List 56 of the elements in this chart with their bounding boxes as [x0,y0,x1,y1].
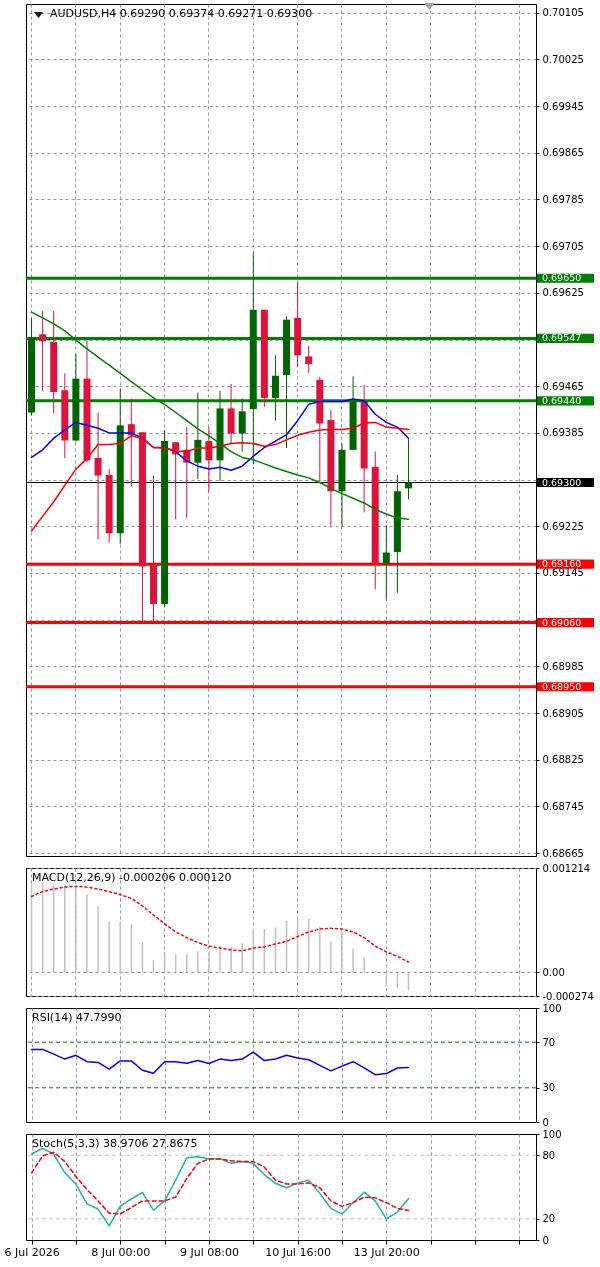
x-tick-label: 10 Jul 16:00 [265,1245,332,1259]
y-tick-label: -0.000274 [542,990,594,1002]
x-tick-label: 8 Jul 00:00 [91,1245,151,1259]
y-tick-label: 0.69945 [542,100,584,112]
y-tick-label: 0.001214 [542,862,591,874]
chart-title: Stoch(5,3,3) 38.9706 27.8675 [32,1137,198,1150]
y-tick-label: 0.69705 [542,240,584,252]
ref-line-label: 0.69650 [542,272,582,284]
chart-title: RSI(14) 47.7990 [32,1011,122,1024]
y-tick-label: 100 [542,1128,562,1140]
ref-line-label: 0.69440 [542,394,582,406]
y-tick-label: 0.68905 [542,707,584,719]
candlestick [382,524,390,600]
y-tick-label: 0.69465 [542,380,584,392]
candlestick [271,354,279,422]
chart-title: AUDUSD,H4 0.69290 0.69374 0.69271 0.69300 [50,7,313,20]
y-tick-label: 0.69625 [542,287,584,299]
y-tick-label: 100 [542,1002,562,1014]
line-series [30,885,410,963]
candlestick [194,392,202,480]
y-tick-label: 0.69785 [542,193,584,205]
line-series [30,1151,410,1215]
x-tick-label: 6 Jul 2026 [4,1245,60,1259]
ref-line-label: 0.69300 [542,476,582,488]
y-tick-label: 0 [542,1234,549,1246]
line-series [30,1147,410,1227]
y-tick-label: 0.68985 [542,660,584,672]
y-tick-label: 0.69145 [542,567,584,579]
y-tick-label: 30 [542,1082,556,1094]
y-tick-label: 70 [542,1036,556,1048]
x-tick-label: 9 Jul 08:00 [179,1245,239,1259]
ref-line-label: 0.69160 [542,558,582,570]
y-tick-label: 20 [542,1213,556,1225]
candlestick [39,310,47,392]
y-tick-label: 0.68745 [542,800,584,812]
y-tick-label: 0.70105 [542,7,584,19]
line-series [30,421,410,532]
line-series [30,1048,410,1076]
y-tick-label: 0.69865 [542,147,584,159]
candlestick [305,345,313,374]
candlestick [94,411,102,540]
chart-title: MACD(12,26,9) -0.000206 0.000120 [32,871,232,884]
ref-line-label: 0.69547 [542,332,582,344]
x-tick-label: 13 Jul 20:00 [353,1245,420,1259]
y-tick-label: 0 [542,1116,549,1128]
line-series [30,398,410,472]
y-tick-label: 80 [542,1149,556,1161]
y-tick-label: 0.69385 [542,427,584,439]
candlestick [238,397,246,453]
ref-line-label: 0.68950 [542,680,582,692]
y-tick-label: 0.68825 [542,754,584,766]
y-tick-label: 0.69225 [542,520,584,532]
ref-line-label: 0.69060 [542,616,582,628]
y-tick-label: 0.00 [542,966,565,978]
y-tick-label: 0.70025 [542,53,584,65]
y-tick-label: 0.68665 [542,847,584,859]
